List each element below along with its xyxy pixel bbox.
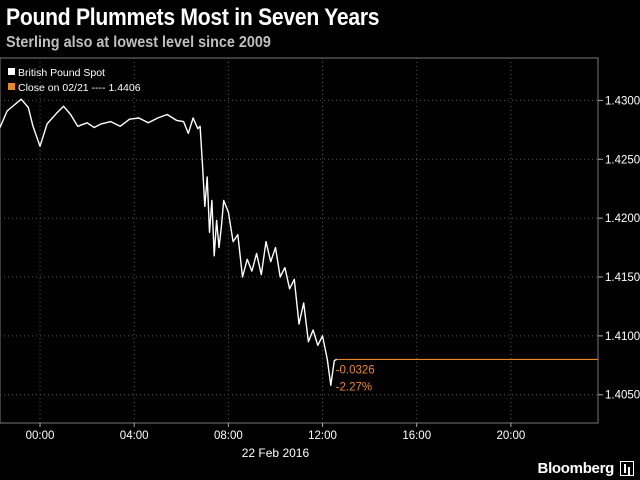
series-layer (0, 98, 338, 386)
series-line-british-pound-spot (0, 98, 338, 386)
change-abs-label: -0.0326 (336, 364, 375, 376)
bloomberg-icon (620, 461, 634, 476)
legend-swatch-series (8, 68, 15, 75)
legend-label-series: British Pound Spot (18, 67, 105, 79)
change-pct-label: -2.27% (336, 381, 372, 393)
y-tick-label: 1.4100 (605, 331, 640, 343)
y-tick-label: 1.4050 (605, 390, 640, 402)
y-axis: 1.4050 1.4100 1.4150 1.4200 1.4250 1.4300 (598, 95, 640, 402)
y-tick-label: 1.4200 (605, 213, 640, 225)
x-axis-label: 22 Feb 2016 (242, 446, 310, 460)
x-tick-label: 12:00 (308, 430, 337, 442)
legend-swatch-close (8, 83, 15, 90)
brand-logo: Bloomberg (537, 460, 615, 477)
y-tick-label: 1.4300 (605, 95, 640, 107)
x-tick-label: 20:00 (496, 430, 525, 442)
plot-area (0, 57, 599, 424)
x-tick-label: 16:00 (402, 430, 431, 442)
y-tick-label: 1.4250 (605, 154, 640, 166)
x-tick-label: 04:00 (120, 430, 149, 442)
y-tick-label: 1.4150 (605, 272, 640, 284)
chart-title: Pound Plummets Most in Seven Years (6, 4, 380, 31)
legend-label-close: Close on 02/21 ---- 1.4406 (18, 82, 141, 94)
x-tick-label: 00:00 (26, 430, 55, 442)
change-annotation: -0.0326 -2.27% (336, 364, 375, 393)
x-axis: 00:00 04:00 08:00 12:00 16:00 20:00 (26, 423, 525, 442)
legend: British Pound Spot Close on 02/21 ---- 1… (8, 67, 141, 94)
x-tick-label: 08:00 (214, 430, 243, 442)
chart-subtitle: Sterling also at lowest level since 2009 (6, 34, 271, 51)
